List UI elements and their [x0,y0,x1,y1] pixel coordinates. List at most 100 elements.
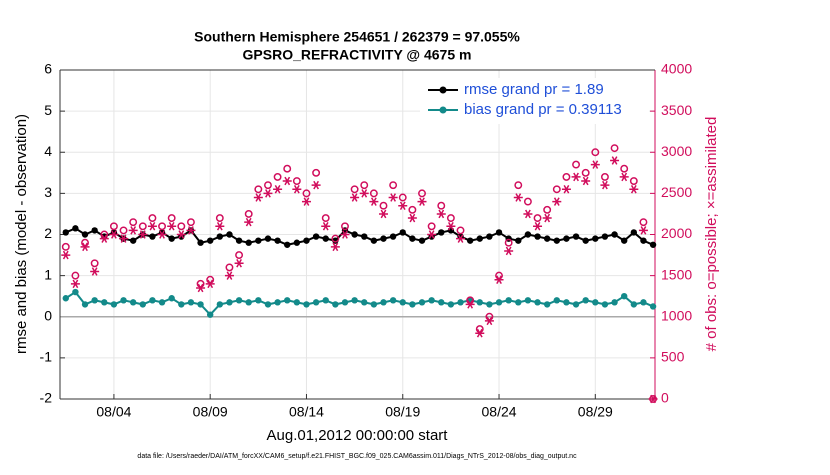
point [255,237,262,244]
point [197,301,204,308]
point [649,241,657,248]
possible-marker [283,164,292,173]
point [630,301,638,308]
possible-marker [244,209,253,218]
assimilated-marker [253,193,263,202]
possible-marker [389,181,398,190]
possible-marker [312,168,321,177]
point [284,297,291,304]
point [178,301,185,308]
y-tick-label: -2 [40,390,53,406]
possible-marker [61,242,70,251]
possible-marker [369,189,378,198]
point [351,297,358,304]
point [322,297,329,304]
point [62,229,69,236]
point [563,235,570,242]
assimilated-marker [61,250,71,260]
y-tick-label: 1 [44,266,52,282]
point [572,233,580,240]
point [351,231,358,238]
point [418,299,426,306]
point [476,235,483,242]
y-tick-label: -1 [40,349,53,365]
point [524,297,532,304]
assimilated-marker [638,226,648,235]
possible-marker [186,218,195,227]
y-tick-label: 6 [44,61,52,77]
possible-marker [90,259,99,268]
possible-marker [321,214,330,223]
assimilated-marker [176,230,186,239]
point [495,229,503,236]
x-tick-label: 08/29 [578,404,613,420]
point [139,301,146,308]
point [206,237,214,244]
possible-marker [350,185,359,194]
legend-swatch [439,106,447,114]
possible-marker [581,168,590,177]
possible-marker [331,234,340,243]
assimilated-marker [186,226,196,235]
y2-tick-label: 2000 [661,225,692,241]
assimilated-marker [273,184,283,194]
possible-marker [610,144,619,153]
possible-marker [523,197,532,206]
possible-marker [235,251,244,260]
point [284,241,291,248]
point [399,299,406,306]
assimilated-marker [99,234,109,243]
point [226,231,233,238]
point [543,235,551,242]
possible-marker [71,271,80,280]
y2-tick-label: 0 [661,390,669,406]
y2-axis-label: # of obs: o=possible; ×=assimilated [703,117,720,352]
legend-swatch [439,86,447,94]
assimilated-marker [484,316,494,326]
assimilated-marker [648,394,658,404]
point [505,297,512,304]
point [129,237,137,244]
point [438,229,445,236]
point [399,229,406,236]
assimilated-marker [330,242,340,252]
point [274,299,281,306]
point [630,229,638,236]
assimilated-marker [561,184,571,194]
point [543,301,551,308]
possible-marker [398,193,407,202]
assimilated-marker [128,226,138,235]
point [110,301,118,308]
possible-marker [129,218,138,227]
point [582,297,589,304]
point [380,299,387,306]
point [592,235,599,242]
point [389,297,397,304]
assimilated-marker [629,184,639,194]
assimilated-marker [80,242,90,252]
point [303,301,310,308]
assimilated-marker [456,234,466,243]
y2-tick-label: 4000 [661,61,692,77]
point [332,301,339,308]
possible-marker [504,238,513,247]
point [611,231,618,238]
point [303,237,310,244]
possible-marker [600,172,609,181]
possible-marker [418,189,426,198]
assimilated-marker [523,209,533,219]
y-tick-label: 3 [44,184,52,200]
assimilated-marker [321,222,331,231]
x-tick-label: 08/19 [385,404,420,420]
point [486,233,493,240]
legend-box [420,78,649,124]
possible-marker [167,214,176,223]
possible-marker [379,201,388,210]
point [389,233,397,240]
assimilated-marker [350,193,360,202]
assimilated-marker [263,189,273,198]
possible-marker [138,222,147,231]
point [322,235,329,242]
point [438,299,445,306]
assimilated-marker [157,230,167,239]
